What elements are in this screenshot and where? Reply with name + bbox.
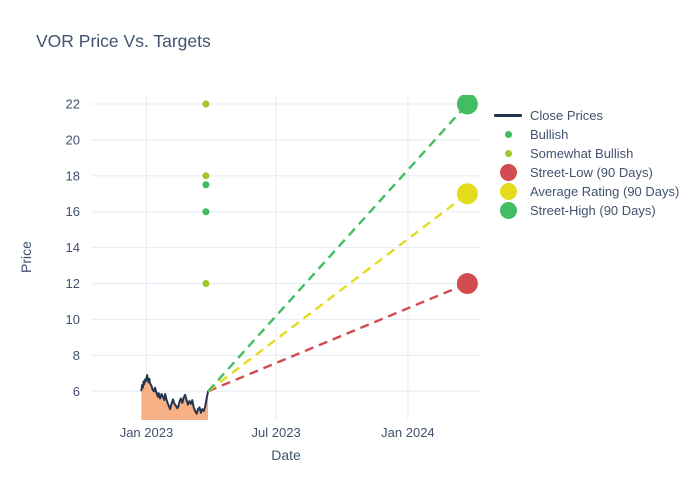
y-axis-title: Price <box>18 241 34 273</box>
somewhat_bullish-rating-dot[interactable] <box>202 100 210 108</box>
somewhat-bullish-dot-swatch-icon <box>486 150 530 157</box>
street-high-dot-swatch-icon <box>486 202 530 219</box>
legend-item-close-prices[interactable]: Close Prices <box>486 106 679 125</box>
street_high-connector-line <box>207 103 469 393</box>
legend-label-street-high: Street-High (90 Days) <box>530 203 656 218</box>
axis-tick-labels: 6 8 10 12 14 16 18 20 22 Jan 2023 Jul 2023 Jan 2024 <box>66 96 435 440</box>
somewhat_bullish-rating-dot[interactable] <box>202 280 210 288</box>
gridlines <box>92 95 481 420</box>
legend-label-average-rating: Average Rating (90 Days) <box>530 184 680 199</box>
y-tick-label: 18 <box>66 168 80 183</box>
street_low-connector-line <box>207 282 468 393</box>
x-axis-title: Date <box>271 447 301 463</box>
legend-item-somewhat-bullish[interactable]: Somewhat Bullish <box>486 144 679 163</box>
legend-item-average-rating[interactable]: Average Rating (90 Days) <box>486 182 679 201</box>
average_rating-connector-line <box>207 192 469 393</box>
average_rating-target-dot[interactable] <box>456 183 478 205</box>
close-price-line <box>140 374 210 415</box>
y-tick-label: 12 <box>66 276 80 291</box>
street-low-dot-swatch-icon <box>486 164 530 181</box>
somewhat_bullish-rating-dot[interactable] <box>202 172 210 180</box>
street_low-target-dot[interactable] <box>456 273 478 295</box>
chart-title: VOR Price Vs. Targets <box>36 31 211 51</box>
bullish-dot-swatch-icon <box>486 131 530 138</box>
legend-item-street-high[interactable]: Street-High (90 Days) <box>486 201 679 220</box>
legend: Close Prices Bullish Somewhat Bullish St… <box>486 106 679 220</box>
series-layer <box>140 93 478 420</box>
legend-label-bullish: Bullish <box>530 127 569 142</box>
x-tick-label: Jan 2023 <box>120 425 174 440</box>
legend-label-somewhat-bullish: Somewhat Bullish <box>530 146 634 161</box>
y-tick-label: 8 <box>73 348 80 363</box>
y-tick-label: 10 <box>66 312 80 327</box>
y-tick-label: 20 <box>66 132 80 147</box>
close-price-area-fill <box>141 375 209 420</box>
y-tick-label: 22 <box>66 96 80 111</box>
y-tick-label: 6 <box>73 384 80 399</box>
legend-item-bullish[interactable]: Bullish <box>486 125 679 144</box>
y-tick-label: 14 <box>66 240 80 255</box>
bullish-rating-dot[interactable] <box>202 181 210 189</box>
bullish-rating-dot[interactable] <box>202 208 210 216</box>
x-tick-label: Jan 2024 <box>381 425 435 440</box>
street_high-target-dot[interactable] <box>456 93 478 115</box>
legend-label-close-prices: Close Prices <box>530 108 603 123</box>
y-tick-label: 16 <box>66 204 80 219</box>
legend-label-street-low: Street-Low (90 Days) <box>530 165 653 180</box>
x-tick-label: Jul 2023 <box>252 425 301 440</box>
close-prices-line-swatch-icon <box>486 114 530 117</box>
average-rating-dot-swatch-icon <box>486 183 530 200</box>
legend-item-street-low[interactable]: Street-Low (90 Days) <box>486 163 679 182</box>
